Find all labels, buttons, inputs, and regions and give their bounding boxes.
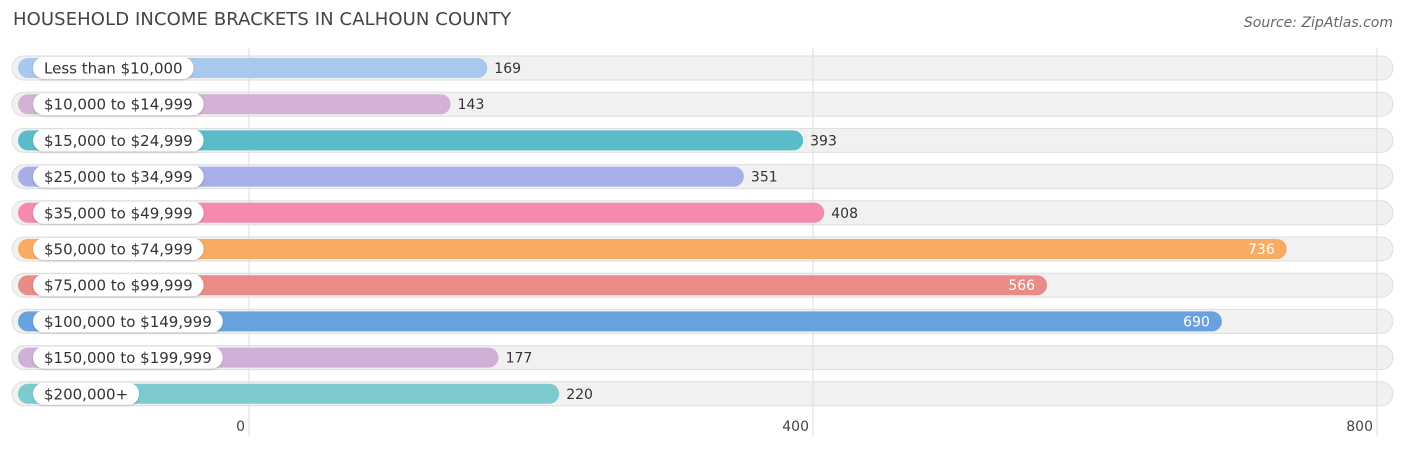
category-pill	[33, 165, 204, 188]
category-pill	[33, 382, 140, 405]
category-label: Less than $10,000	[44, 60, 183, 78]
category-label: $25,000 to $34,999	[44, 168, 193, 186]
bar	[18, 311, 1222, 332]
category-label: $75,000 to $99,999	[44, 277, 193, 295]
category-pill	[33, 346, 223, 369]
bar	[18, 239, 1287, 259]
value-label: 220	[566, 387, 593, 403]
chart-title: HOUSEHOLD INCOME BRACKETS IN CALHOUN COU…	[13, 9, 512, 30]
bar	[18, 383, 560, 404]
category-pill	[33, 93, 204, 116]
chart-source: Source: ZipAtlas.com	[1243, 15, 1393, 31]
category-label: $10,000 to $14,999	[44, 96, 193, 114]
category-label: $200,000+	[44, 385, 128, 403]
category-label: $50,000 to $74,999	[44, 241, 193, 259]
value-label: 169	[494, 61, 521, 77]
value-label: 408	[831, 206, 858, 222]
bar	[18, 130, 804, 151]
x-tick-label: 400	[782, 419, 809, 435]
category-pill	[33, 310, 223, 333]
value-label: 177	[506, 351, 533, 367]
category-pill	[33, 274, 204, 297]
x-tick-label: 0	[236, 419, 245, 435]
category-label: $15,000 to $24,999	[44, 132, 193, 150]
value-label: 393	[810, 133, 837, 149]
value-label: 566	[1008, 278, 1035, 294]
category-pill	[33, 57, 194, 79]
category-pill	[33, 129, 204, 152]
value-label: 351	[751, 170, 778, 186]
category-pill	[33, 201, 204, 224]
value-label: 143	[458, 97, 485, 113]
category-pill	[33, 238, 204, 260]
bar	[18, 202, 825, 223]
bar	[18, 275, 1048, 296]
category-label: $100,000 to $149,999	[44, 313, 212, 331]
value-label: 736	[1248, 242, 1275, 258]
value-label: 690	[1183, 314, 1210, 330]
x-tick-label: 800	[1346, 419, 1373, 435]
category-label: $35,000 to $49,999	[44, 204, 193, 222]
category-label: $150,000 to $199,999	[44, 349, 212, 367]
